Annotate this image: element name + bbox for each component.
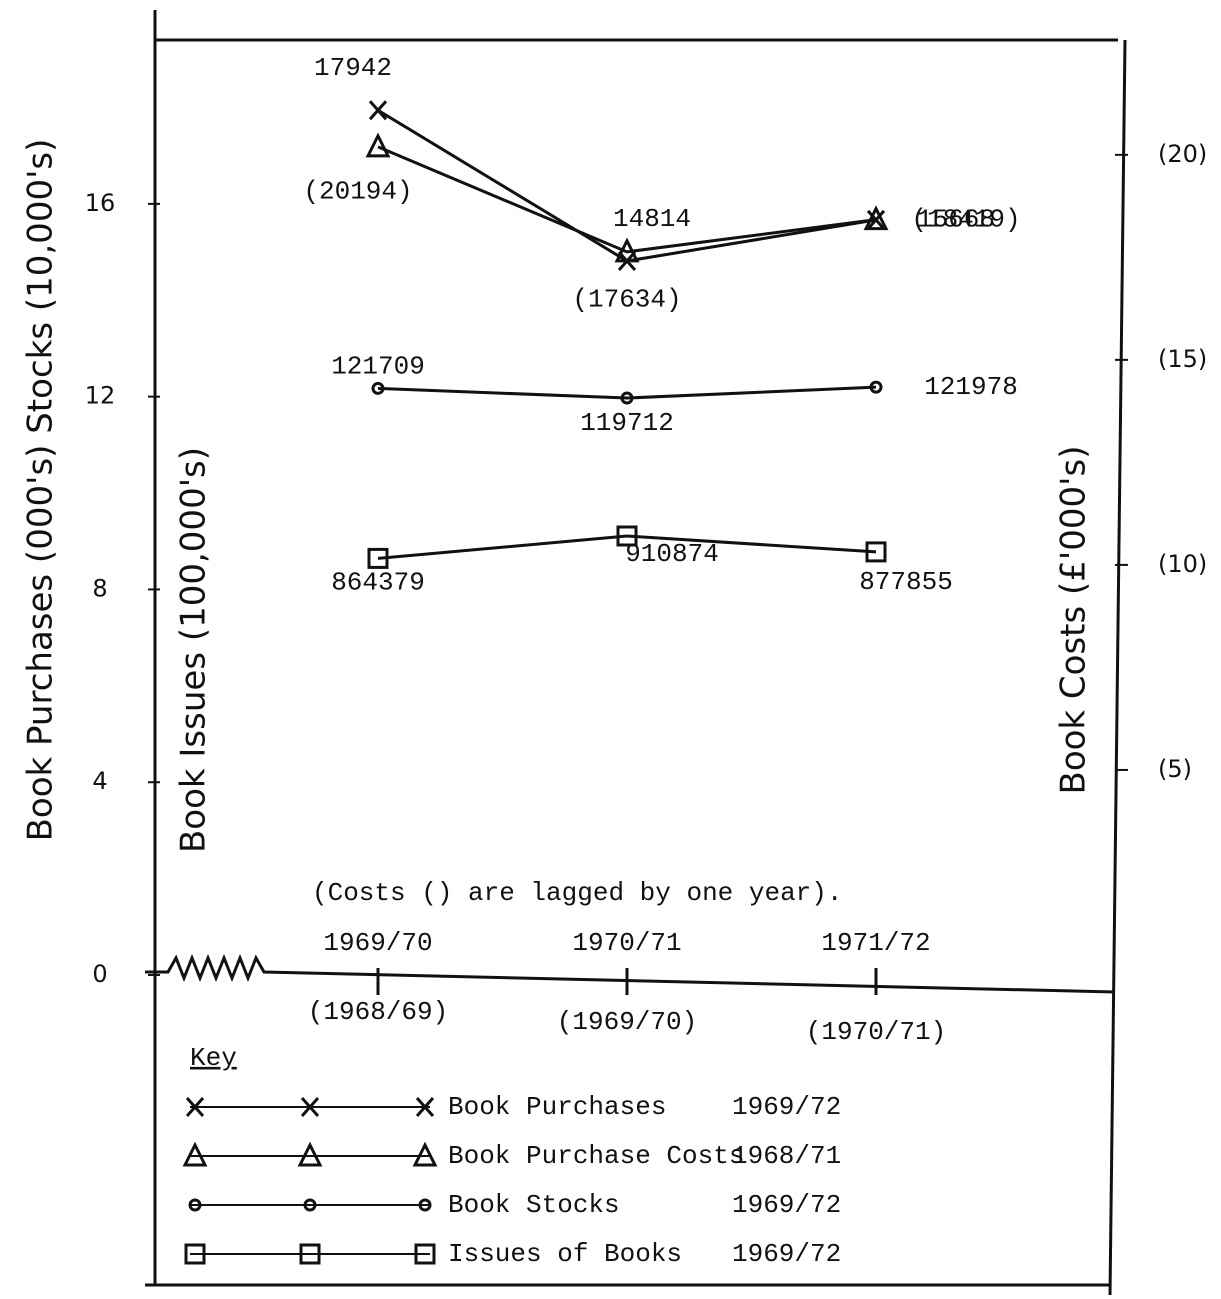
data-label: 15668: [917, 205, 995, 235]
data-label: (18419): [911, 205, 1020, 235]
data-label: (20194): [303, 177, 412, 207]
legend-period: 1968/71: [732, 1141, 841, 1171]
data-label: 17942: [314, 53, 392, 83]
data-point: [865, 541, 887, 563]
y2-tick-label: (5): [1158, 755, 1192, 783]
data-point: [367, 547, 389, 569]
legend-name: Book Purchases: [448, 1092, 666, 1122]
data-point: [869, 380, 883, 394]
series-line: [377, 385, 877, 400]
legend-title: Key: [190, 1043, 237, 1073]
data-label: 864379: [331, 567, 425, 597]
legend-marker: [299, 1243, 321, 1265]
legend-marker: [184, 1243, 206, 1265]
x-tick-label: 1971/72: [821, 928, 930, 958]
data-label: (17634): [572, 285, 681, 315]
data-point: [863, 205, 889, 231]
y-tick-label: 0: [92, 960, 107, 988]
legend-marker: [297, 1141, 323, 1167]
legend-marker: [414, 1243, 436, 1265]
y-axis-label: Book Purchases (000's) Stocks (10,000's): [21, 139, 61, 842]
data-label: 121709: [331, 351, 425, 381]
data-point: [620, 391, 634, 405]
legend-marker: [182, 1141, 208, 1167]
legend-marker: [303, 1198, 317, 1212]
series-line: [377, 145, 877, 254]
data-point: [365, 132, 391, 158]
data-label: 14814: [613, 204, 691, 234]
data-label: 119712: [580, 408, 674, 438]
x-tick-label-cost: (1970/71): [806, 1017, 946, 1047]
legend-marker: [300, 1097, 320, 1117]
x-axis: [145, 953, 1116, 994]
x-tick-label-cost: (1968/69): [308, 997, 448, 1027]
right-frame: [1108, 39, 1127, 1296]
y2-tick-label: (20): [1158, 140, 1207, 168]
y-tick-label: 16: [85, 189, 116, 217]
legend-marker: [418, 1198, 432, 1212]
data-point: [368, 100, 388, 121]
legend-name: Issues of Books: [448, 1239, 682, 1269]
legend-marker: [185, 1097, 205, 1117]
y-tick-label: 4: [92, 767, 107, 795]
legend-name: Book Purchase Costs: [448, 1141, 744, 1171]
y2-tick-label: (15): [1158, 345, 1207, 373]
legend-period: 1969/72: [732, 1190, 841, 1220]
x-tick-label: 1969/70: [323, 928, 432, 958]
y2-axis-label: Book Costs (£'000's): [1054, 446, 1094, 795]
data-point: [614, 237, 640, 263]
x-tick-label: 1970/71: [572, 928, 681, 958]
data-label: 910874: [625, 539, 719, 569]
legend-marker: [188, 1198, 202, 1212]
x-tick-label-cost: (1969/70): [557, 1007, 697, 1037]
annotation: (Costs () are lagged by one year).: [312, 878, 843, 908]
legend-period: 1969/72: [732, 1092, 841, 1122]
data-point: [371, 381, 385, 395]
y2-tick-label: (10): [1158, 550, 1207, 578]
series-line: [377, 534, 877, 560]
data-label: 877855: [859, 567, 953, 597]
y-tick-label: 8: [92, 574, 107, 602]
y-tick-label: 12: [85, 382, 116, 410]
legend-marker: [415, 1097, 435, 1117]
legend-marker: [412, 1141, 438, 1167]
legend-period: 1969/72: [732, 1239, 841, 1269]
y-axis-inner-label: Book Issues (100,000's): [174, 447, 214, 853]
data-point: [616, 525, 638, 547]
data-label: 121978: [924, 372, 1018, 402]
legend-name: Book Stocks: [448, 1190, 620, 1220]
